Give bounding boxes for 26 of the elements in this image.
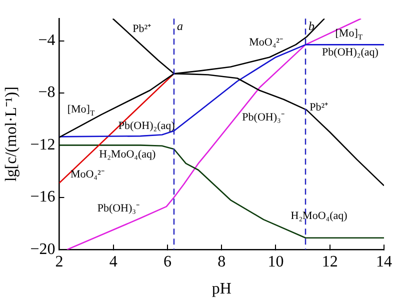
- y-tick-label: −16: [30, 188, 56, 206]
- annotation: MoO₄²⁻: [70, 168, 105, 180]
- annotation: Pb²⁺: [132, 22, 152, 35]
- y-axis-title: lg[c/(mol·L⁻¹)]: [2, 86, 20, 182]
- annotation: Pb²⁺: [310, 101, 329, 114]
- y-tick-label: −12: [30, 136, 56, 154]
- annotation: Pb(OH)₃⁻: [242, 112, 285, 124]
- annotation: MoO₄²⁻: [249, 36, 284, 49]
- ref-line-label: b: [308, 18, 315, 33]
- x-tick-label: 6: [163, 253, 172, 270]
- annotation: H₂MoO₄(aq): [290, 210, 348, 222]
- annotation: Pb(OH)₂(aq): [118, 120, 176, 132]
- x-tick-label: 10: [268, 253, 284, 270]
- y-tick-label: −4: [38, 32, 56, 49]
- annotation: Pb(OH)₃⁻: [97, 202, 140, 214]
- x-axis-title: pH: [212, 280, 232, 298]
- ref-line-label: a: [176, 18, 183, 33]
- x-tick-label: 4: [109, 253, 118, 270]
- y-tick-label: −20: [30, 240, 56, 258]
- x-tick-label: 12: [322, 253, 338, 270]
- annotation: H₂MoO₄(aq): [99, 148, 156, 160]
- x-tick-label: 14: [376, 253, 392, 270]
- annotation: Pb(OH)₂(aq): [322, 46, 379, 59]
- x-tick-label: 8: [218, 253, 226, 270]
- x-tick-label: 2: [55, 253, 64, 270]
- y-tick-label: −8: [38, 84, 56, 102]
